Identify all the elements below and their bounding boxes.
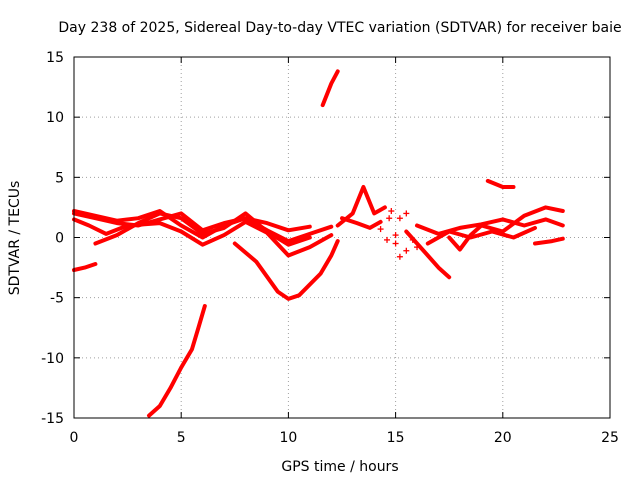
data-series <box>72 69 565 418</box>
x-tick-label: 0 <box>70 430 79 446</box>
plus-marker <box>403 247 410 254</box>
x-tick-label: 15 <box>387 430 405 446</box>
plus-marker <box>409 236 416 243</box>
plus-marker <box>392 232 399 239</box>
series-trace-o <box>485 178 516 189</box>
series-trace-h <box>147 304 207 418</box>
y-tick-label: 10 <box>46 110 64 126</box>
series-trace-a <box>72 211 334 244</box>
y-tick-label: -10 <box>41 351 64 367</box>
x-tick-label: 20 <box>494 430 512 446</box>
series-trace-n <box>425 225 537 246</box>
plus-marker <box>386 215 393 222</box>
y-tick-label: -5 <box>50 291 64 307</box>
series-trace-j <box>340 216 383 230</box>
x-tick-label: 25 <box>601 430 619 446</box>
x-tick-labels: 0 5 10 15 20 25 <box>70 430 619 446</box>
x-tick-label: 5 <box>177 430 186 446</box>
series-trace-b <box>72 217 334 258</box>
chart-title: Day 238 of 2025, Sidereal Day-to-day VTE… <box>58 20 621 36</box>
plus-marker <box>377 226 384 233</box>
series-trace-d <box>93 211 312 247</box>
plus-marker <box>396 253 403 260</box>
plus-marker <box>403 210 410 217</box>
series-trace-f <box>232 239 340 301</box>
x-tick-label: 10 <box>279 430 297 446</box>
series-trace-l <box>447 205 565 252</box>
y-axis-label: SDTVAR / TECUs <box>7 181 23 296</box>
y-tick-label: -15 <box>41 411 64 427</box>
series-trace-g <box>320 69 340 108</box>
series-trace-k <box>404 229 452 280</box>
series-trace-p <box>533 236 565 246</box>
series-trace-e <box>72 262 98 272</box>
plus-marker <box>414 244 421 251</box>
y-tick-label: 0 <box>55 231 64 247</box>
y-tick-label: 5 <box>55 170 64 186</box>
series-trace-m <box>415 217 565 236</box>
y-tick-labels: -15 -10 -5 0 5 10 15 <box>41 50 64 427</box>
plus-marker <box>396 215 403 222</box>
series-trace-c <box>72 209 312 240</box>
plus-marker <box>388 208 395 215</box>
plus-marker <box>384 236 391 243</box>
y-tick-label: 15 <box>46 50 64 66</box>
x-axis-label: GPS time / hours <box>281 459 398 475</box>
plus-marker <box>392 240 399 247</box>
grid-lines <box>74 57 610 418</box>
series-trace-i <box>335 185 387 228</box>
plot-frame <box>73 56 611 419</box>
scattered-points <box>377 208 421 260</box>
